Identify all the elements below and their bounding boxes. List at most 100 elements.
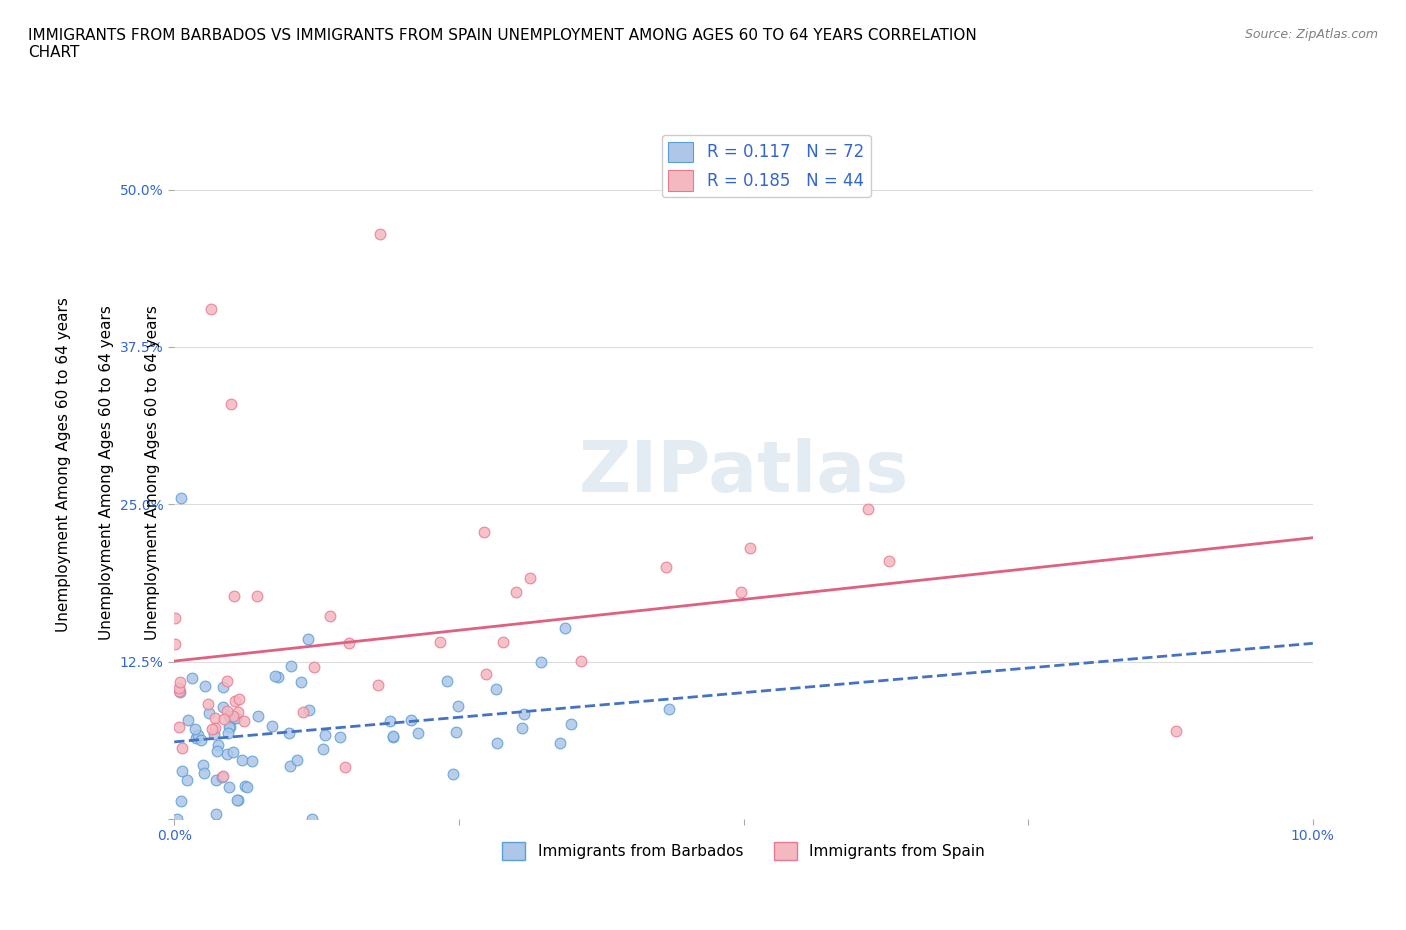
Immigrants from Spain [204,720,226,735]
Immigrants from Barbados [211,679,233,694]
Immigrants from Barbados [204,773,226,788]
Immigrants from Barbados [169,684,191,699]
Immigrants from Spain [222,589,245,604]
Immigrants from Barbados [187,727,209,742]
Immigrants from Spain [291,704,314,719]
Immigrants from Barbados [510,721,533,736]
Immigrants from Barbados [298,703,321,718]
Immigrants from Spain [367,677,389,692]
Immigrants from Barbados [211,769,233,784]
Text: ZIPatlas: ZIPatlas [578,438,908,507]
Immigrants from Barbados [277,725,299,740]
Immigrants from Barbados [221,711,243,726]
Immigrants from Spain [569,654,592,669]
Immigrants from Barbados [267,669,290,684]
Immigrants from Barbados [207,738,229,753]
Immigrants from Barbados [170,764,193,778]
Immigrants from Barbados [170,490,193,505]
Immigrants from Spain [197,697,219,711]
Immigrants from Barbados [225,711,247,725]
Immigrants from Barbados [235,779,257,794]
Immigrants from Spain [472,525,495,539]
Immigrants from Spain [337,635,360,650]
Immigrants from Spain [368,226,391,241]
Y-axis label: Unemployment Among Ages 60 to 64 years: Unemployment Among Ages 60 to 64 years [145,305,160,640]
Immigrants from Barbados [378,713,401,728]
Immigrants from Barbados [264,668,287,683]
Immigrants from Barbados [278,759,301,774]
Immigrants from Barbados [446,724,468,739]
Immigrants from Barbados [190,733,212,748]
Immigrants from Barbados [197,706,219,721]
Immigrants from Barbados [382,729,405,744]
Immigrants from Barbados [211,699,233,714]
Immigrants from Barbados [297,631,319,646]
Immigrants from Barbados [184,722,207,737]
Text: Source: ZipAtlas.com: Source: ZipAtlas.com [1244,28,1378,41]
Immigrants from Spain [226,705,249,720]
Immigrants from Spain [221,709,243,724]
Immigrants from Barbados [530,655,553,670]
Immigrants from Spain [219,396,242,411]
Immigrants from Barbados [218,779,240,794]
Immigrants from Spain [163,636,186,651]
Immigrants from Barbados [181,671,204,685]
Immigrants from Barbados [176,773,198,788]
Immigrants from Barbados [290,675,312,690]
Immigrants from Spain [172,741,194,756]
Immigrants from Spain [877,553,900,568]
Immigrants from Barbados [554,621,576,636]
Immigrants from Barbados [170,794,193,809]
Immigrants from Barbados [202,727,225,742]
Immigrants from Barbados [240,753,263,768]
Immigrants from Spain [232,714,254,729]
Text: IMMIGRANTS FROM BARBADOS VS IMMIGRANTS FROM SPAIN UNEMPLOYMENT AMONG AGES 60 TO : IMMIGRANTS FROM BARBADOS VS IMMIGRANTS F… [28,28,977,60]
Immigrants from Barbados [191,758,214,773]
Legend: Immigrants from Barbados, Immigrants from Spain: Immigrants from Barbados, Immigrants fro… [496,836,991,867]
Immigrants from Spain [215,703,238,718]
Immigrants from Spain [1166,724,1188,738]
Immigrants from Barbados [280,658,302,673]
Immigrants from Spain [740,540,762,555]
Immigrants from Barbados [301,811,323,826]
Immigrants from Barbados [314,728,336,743]
Immigrants from Spain [165,611,187,626]
Immigrants from Barbados [226,792,249,807]
Y-axis label: Unemployment Among Ages 60 to 64 years: Unemployment Among Ages 60 to 64 years [100,305,114,640]
Immigrants from Barbados [260,719,283,734]
Immigrants from Spain [215,673,238,688]
Immigrants from Barbados [218,720,240,735]
Immigrants from Barbados [226,793,249,808]
Immigrants from Barbados [233,778,256,793]
Immigrants from Barbados [485,682,508,697]
Immigrants from Spain [319,609,342,624]
Immigrants from Spain [474,666,496,681]
Immigrants from Spain [211,769,233,784]
Immigrants from Barbados [311,742,333,757]
Immigrants from Spain [856,502,879,517]
Immigrants from Spain [169,674,191,689]
Immigrants from Barbados [406,725,429,740]
Immigrants from Spain [169,720,191,735]
Immigrants from Barbados [205,743,228,758]
Immigrants from Barbados [193,765,215,780]
Immigrants from Spain [167,681,190,696]
Immigrants from Spain [519,571,541,586]
Immigrants from Barbados [184,731,207,746]
Immigrants from Spain [429,634,451,649]
Immigrants from Barbados [658,702,681,717]
Immigrants from Barbados [513,707,536,722]
Immigrants from Barbados [436,673,458,688]
Immigrants from Barbados [218,709,240,724]
Immigrants from Barbados [194,678,217,693]
Immigrants from Barbados [381,729,404,744]
Immigrants from Barbados [329,729,352,744]
Immigrants from Barbados [486,736,509,751]
Immigrants from Barbados [399,712,422,727]
Immigrants from Barbados [222,744,245,759]
Immigrants from Spain [200,301,222,316]
Immigrants from Barbados [219,720,242,735]
Immigrants from Barbados [176,712,198,727]
Immigrants from Spain [654,559,676,574]
Immigrants from Barbados [285,752,308,767]
